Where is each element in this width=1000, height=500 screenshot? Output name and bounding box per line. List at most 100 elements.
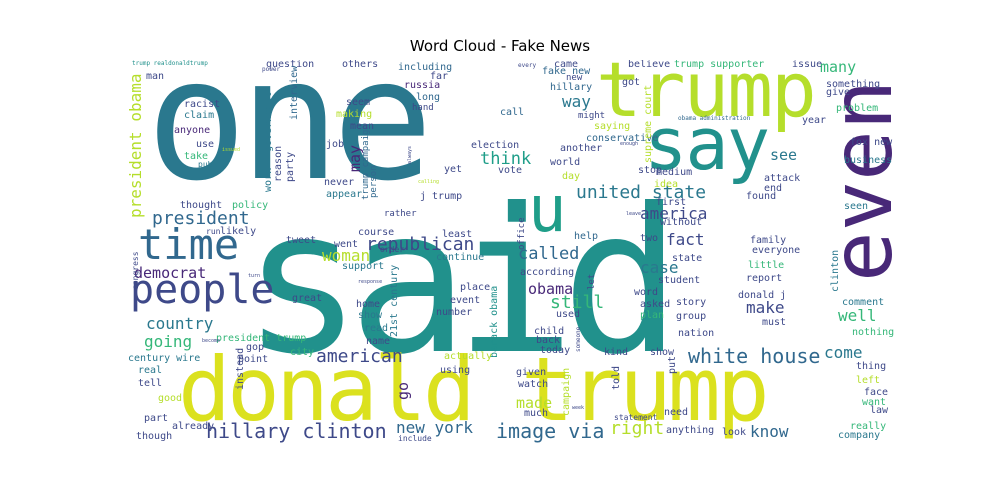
word-cloud: said one donald trump trump say even u t…	[126, 60, 900, 444]
word-year: year	[802, 115, 827, 126]
word-racist: racist	[184, 99, 221, 110]
word-take: take	[184, 151, 209, 162]
word-end: end	[764, 183, 783, 194]
word-going: going	[144, 332, 193, 351]
word-j-trump: j trump	[420, 191, 463, 202]
word-first: first	[656, 197, 687, 208]
word-case: case	[640, 258, 679, 277]
word-way: way	[562, 92, 591, 111]
word-give: give	[826, 87, 851, 98]
word-actually: actually	[444, 351, 493, 362]
word-congress: congress	[131, 251, 140, 290]
word-person: person	[369, 165, 379, 198]
word-watch: watch	[518, 379, 549, 390]
word-every: every	[518, 62, 537, 69]
word-obama: obama	[528, 280, 574, 298]
word-fox-new: fox new	[850, 137, 893, 148]
word-business: business	[844, 155, 893, 166]
word-day: day	[562, 171, 581, 182]
word-let: let	[587, 273, 597, 290]
word-many: many	[820, 60, 857, 76]
word-public: public	[198, 160, 227, 169]
word-thing: thing	[856, 361, 887, 372]
word-today: today	[540, 345, 571, 356]
word-mean: mean	[350, 121, 375, 132]
word-issue: issue	[792, 60, 823, 70]
word-word: word	[634, 287, 659, 298]
word-world: world	[550, 157, 581, 168]
word-real: real	[138, 365, 163, 376]
word-course: course	[358, 227, 395, 238]
word-new-york: new york	[396, 418, 474, 437]
word-group: group	[676, 311, 707, 322]
word-well: well	[838, 306, 877, 325]
word-without: without	[660, 217, 703, 228]
word-anyone: anyone	[174, 125, 211, 136]
word-tell: tell	[138, 378, 163, 389]
word-century-wire: century wire	[128, 353, 201, 364]
word-work: work	[263, 167, 274, 192]
word-place: place	[460, 282, 491, 293]
word-president: president	[152, 208, 250, 229]
word-president-trump: president trump	[216, 333, 307, 344]
word-nation: nation	[678, 328, 715, 339]
word-long: long	[416, 92, 441, 103]
word-seem: seem	[346, 97, 371, 108]
word-power: power	[262, 66, 281, 73]
word-little: little	[748, 260, 785, 271]
word-really: really	[850, 421, 887, 432]
word-issued: issued	[222, 147, 241, 153]
word-question: question	[266, 60, 315, 70]
word-say: say	[644, 102, 770, 186]
word-new: new	[566, 73, 583, 83]
word-show: show	[358, 310, 383, 321]
word-much: much	[524, 408, 549, 419]
word-run: run	[206, 227, 221, 236]
word-kind: kind	[604, 347, 629, 358]
word-instead: instead	[235, 347, 246, 390]
word-fact: fact	[666, 230, 705, 249]
word-including: including	[398, 62, 453, 73]
word-might: might	[578, 111, 606, 121]
word-always: always	[407, 145, 413, 164]
word-told: told	[611, 365, 622, 390]
word-two: two	[640, 233, 659, 244]
word-city: city	[290, 347, 315, 358]
word-america: america	[640, 204, 708, 223]
word-need: need	[664, 407, 689, 418]
word-vote: vote	[498, 165, 523, 176]
word-policy: policy	[232, 200, 269, 211]
word-government: government	[263, 91, 274, 152]
word-right: right	[610, 418, 665, 439]
word-become: become	[202, 338, 221, 344]
word-statement: statement	[614, 413, 658, 422]
word-order: order	[380, 245, 405, 254]
chart-title: Word Cloud - Fake News	[409, 37, 591, 55]
word-american: american	[316, 346, 403, 367]
word-russia: russia	[404, 80, 441, 91]
word-made: made	[516, 394, 553, 412]
word-go: go	[394, 381, 412, 400]
word-believe: believe	[628, 60, 671, 70]
word-everyone: everyone	[752, 245, 801, 256]
word-face: face	[864, 387, 889, 398]
word-look: look	[722, 427, 747, 438]
word-rather: rather	[384, 209, 417, 219]
word-good: good	[158, 393, 183, 404]
word-21st-century: 21st century	[389, 264, 400, 337]
word-likely: likely	[220, 226, 257, 237]
word-state: state	[672, 253, 703, 264]
word-appear: appear	[326, 189, 363, 200]
word-woman: woman	[322, 246, 371, 265]
word-put: put	[667, 355, 678, 374]
word-make: make	[746, 298, 785, 317]
word-donald-trump: donald trump	[178, 338, 770, 441]
word-law: law	[870, 405, 889, 416]
word-call: call	[500, 107, 525, 118]
word-thought: thought	[180, 200, 223, 211]
word-family: family	[750, 235, 787, 246]
word-went: went	[334, 239, 359, 250]
word-left: left	[856, 375, 881, 386]
word-image-via: image via	[496, 419, 605, 443]
word-asked: asked	[640, 299, 671, 310]
